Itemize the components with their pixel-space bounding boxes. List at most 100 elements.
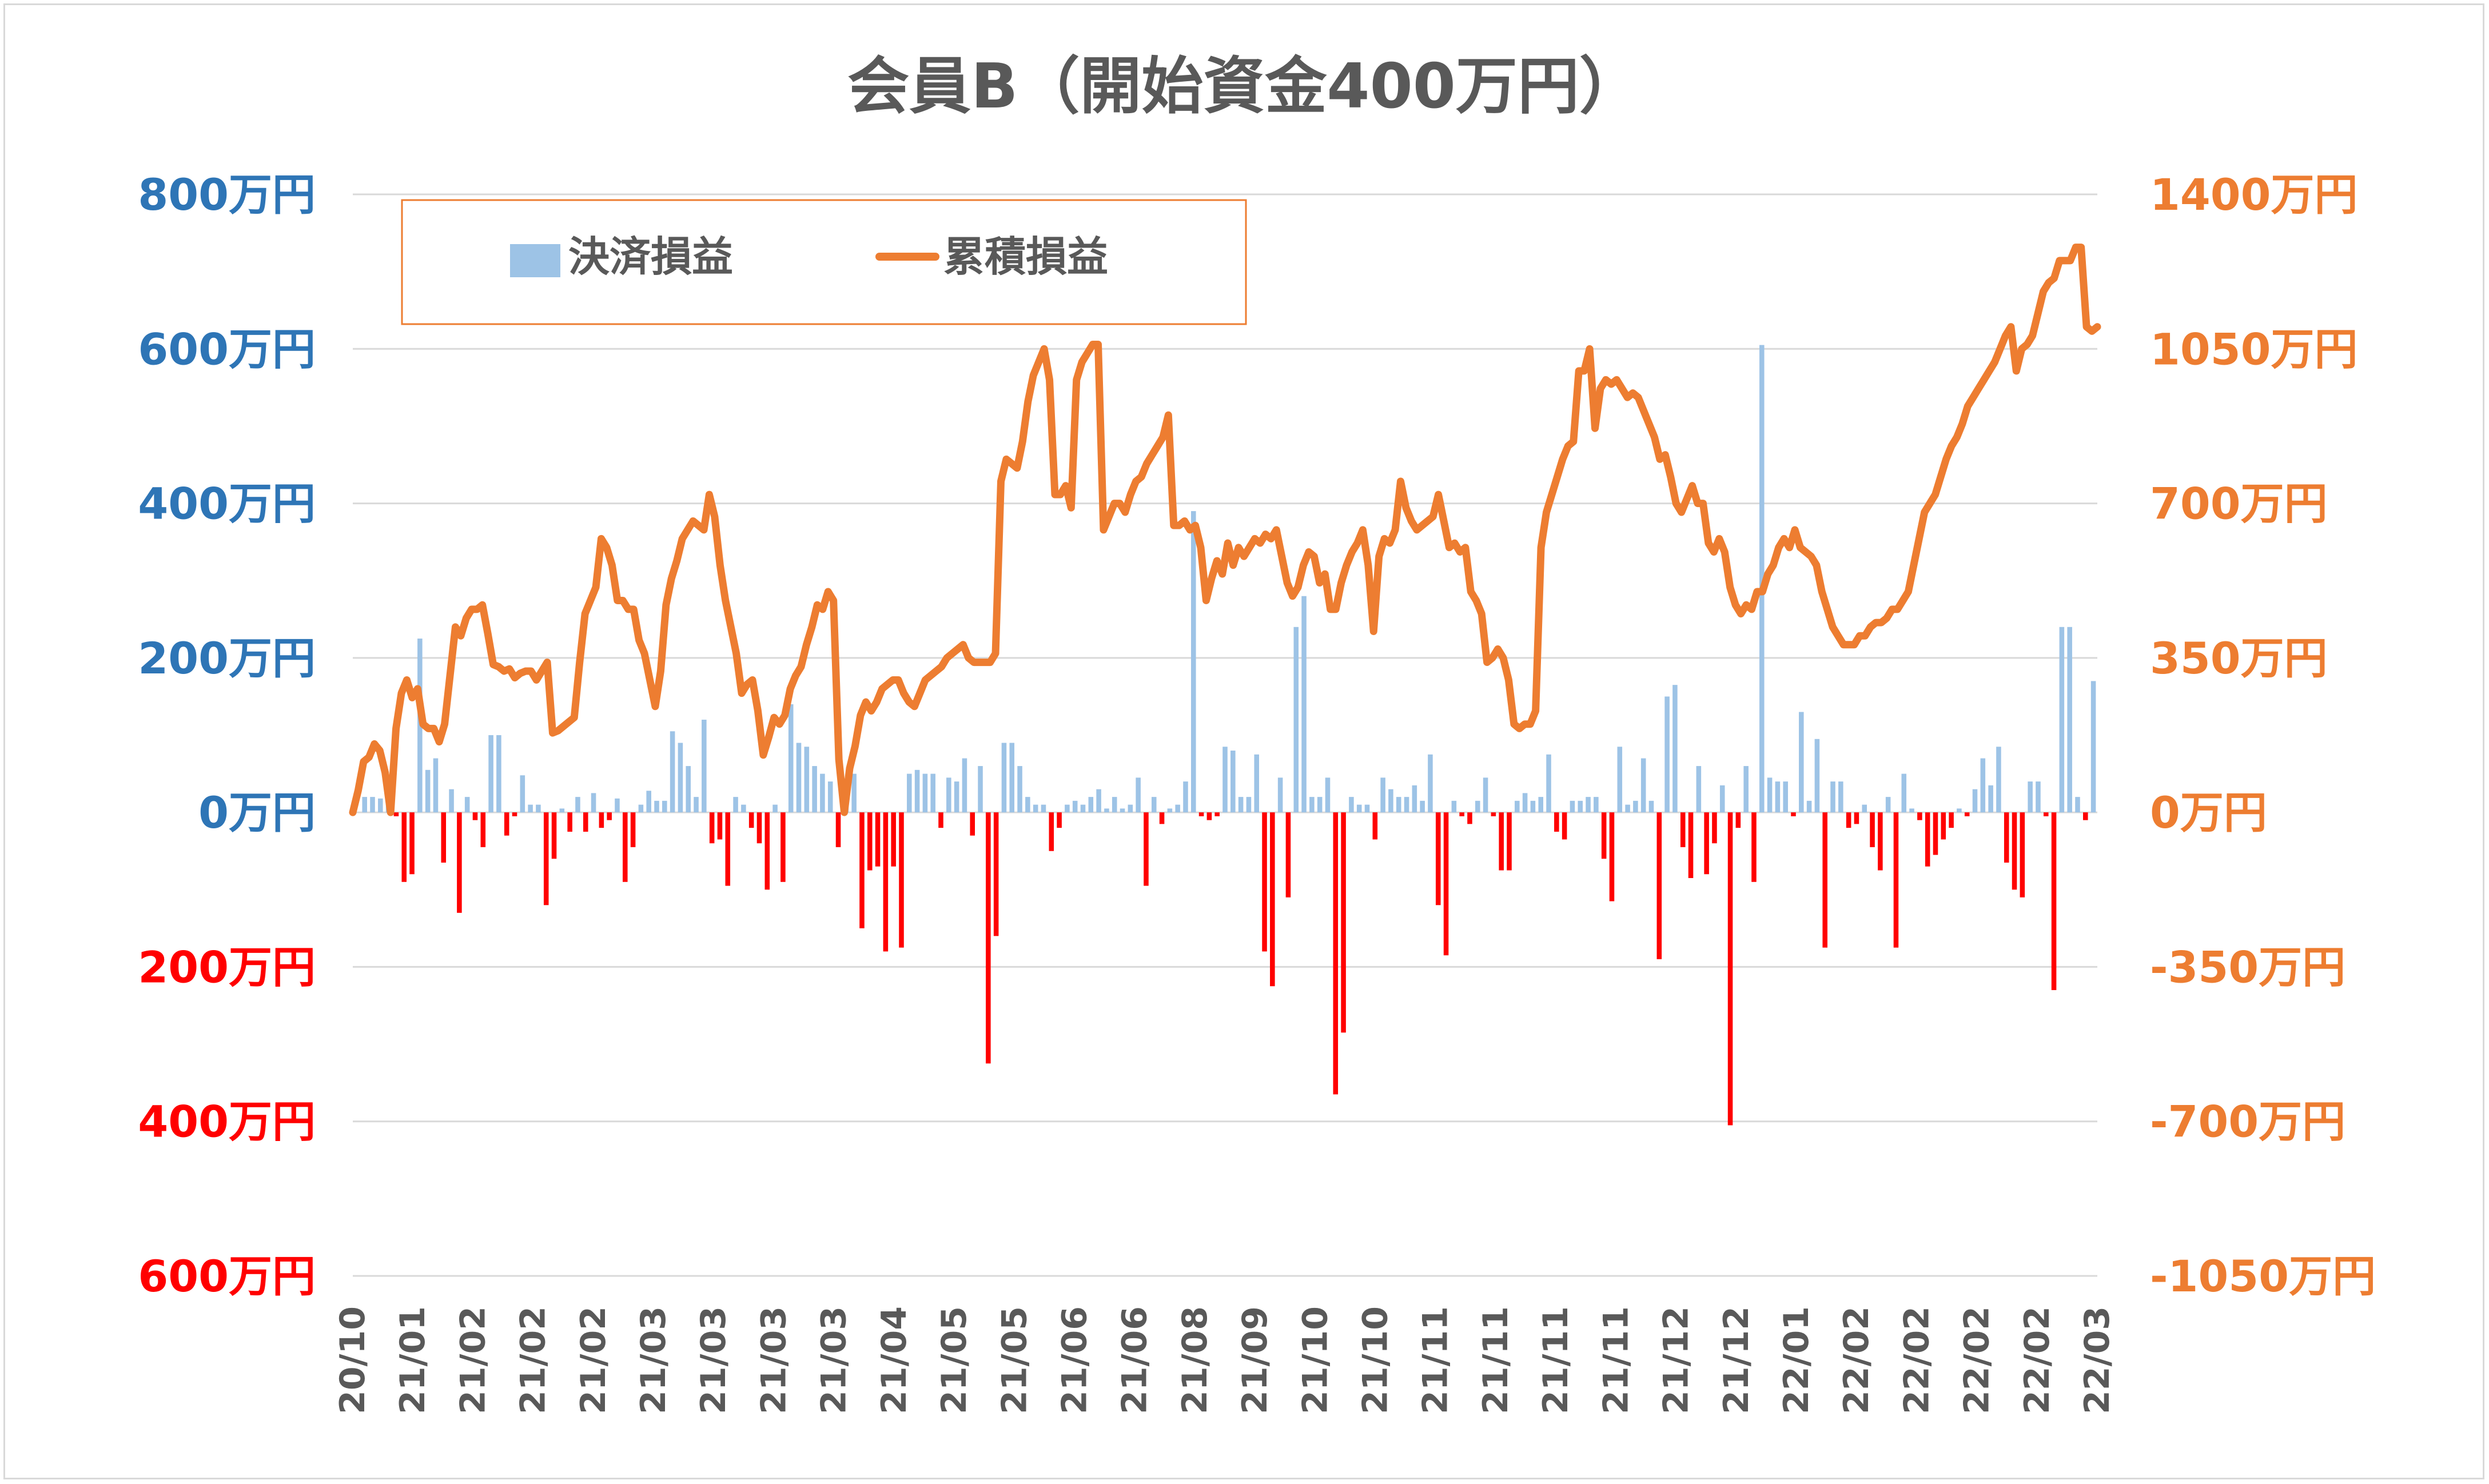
legend-line-label: 累積損益	[943, 233, 1108, 281]
bar	[930, 773, 935, 813]
right-axis-tick-label: -1050万円	[2150, 1251, 2376, 1302]
bar	[1057, 812, 1062, 828]
bar	[630, 812, 636, 847]
bar	[1901, 773, 1907, 813]
bar	[1570, 800, 1575, 813]
bar	[1664, 696, 1670, 813]
bar	[362, 797, 367, 813]
x-axis-tick-label: 21/05	[994, 1306, 1034, 1414]
bar	[1096, 789, 1101, 813]
bar	[1349, 797, 1354, 813]
bar	[1372, 812, 1378, 840]
bar	[1412, 785, 1417, 813]
bar	[1072, 800, 1078, 813]
bar	[1949, 812, 1954, 828]
bar	[1230, 751, 1236, 813]
line-series	[349, 244, 2101, 816]
bar	[678, 743, 683, 813]
bar	[1806, 800, 1812, 813]
bar	[1088, 797, 1094, 813]
bar	[1041, 804, 1046, 813]
bar	[1475, 800, 1480, 813]
bar	[962, 758, 967, 813]
bar	[702, 719, 707, 813]
bar	[1862, 804, 1867, 813]
bar	[1499, 812, 1504, 871]
x-axis-tick-label: 21/06	[1055, 1306, 1095, 1414]
bar	[1640, 758, 1646, 813]
bar	[536, 804, 541, 813]
bar	[1017, 766, 1022, 813]
bar	[2012, 812, 2017, 890]
x-axis-tick-label: 21/12	[1717, 1306, 1757, 1414]
bar	[2020, 812, 2025, 897]
bar	[907, 773, 912, 813]
bar	[1601, 812, 1607, 859]
bar	[449, 789, 454, 813]
bar	[512, 812, 517, 816]
bar	[1356, 804, 1362, 813]
bar	[401, 812, 407, 882]
bar	[1254, 754, 1259, 813]
bar	[867, 812, 873, 871]
bar	[1483, 777, 1488, 813]
left-axis-tick-label: 400万円	[138, 478, 316, 529]
bar	[1183, 781, 1188, 813]
right-axis-tick-label: 1050万円	[2150, 324, 2358, 374]
bar	[1941, 812, 1946, 840]
x-axis-tick-label: 21/03	[634, 1306, 674, 1414]
x-axis-tick-label: 21/06	[1115, 1306, 1155, 1414]
bar	[946, 777, 951, 813]
bar	[1301, 596, 1307, 813]
bar	[504, 812, 509, 836]
bar	[1562, 812, 1567, 840]
bar	[812, 766, 817, 813]
bar	[1854, 812, 1859, 824]
left-axis-tick-label: 200万円	[138, 942, 316, 992]
bar	[1594, 797, 1599, 813]
bar	[1428, 754, 1433, 813]
bar	[1159, 812, 1165, 824]
bar	[1743, 766, 1749, 813]
bar	[709, 812, 715, 844]
bar	[741, 804, 746, 813]
right-axis-tick-label: 0万円	[2150, 787, 2267, 838]
bar	[954, 781, 959, 813]
right-axis-tick-label: 700万円	[2150, 478, 2328, 529]
bar	[1325, 777, 1331, 813]
x-axis-tick-label: 21/02	[513, 1306, 553, 1414]
bar	[804, 747, 810, 813]
bar	[694, 797, 699, 813]
bar	[1546, 754, 1551, 813]
bar	[1822, 812, 1827, 948]
bar	[820, 773, 825, 813]
x-axis-tick-label: 21/02	[453, 1306, 493, 1414]
bar-series	[362, 345, 2096, 1126]
bar	[859, 812, 865, 928]
bar	[788, 704, 794, 813]
legend-bar-swatch	[510, 244, 560, 277]
bar	[1870, 812, 1875, 847]
bar	[1270, 812, 1275, 987]
x-axis-tick-label: 21/08	[1175, 1306, 1215, 1414]
bar	[1451, 800, 1457, 813]
x-axis-tick-label: 21/03	[754, 1306, 794, 1414]
bar	[1515, 800, 1520, 813]
bar	[686, 766, 691, 813]
bar	[670, 731, 675, 813]
bar	[756, 812, 762, 844]
bar	[1198, 812, 1204, 816]
x-axis-tick-label: 21/01	[393, 1306, 433, 1414]
bar	[1277, 777, 1283, 813]
bar	[654, 800, 659, 813]
bar	[1001, 743, 1007, 813]
bar	[725, 812, 731, 886]
bar	[1648, 800, 1654, 813]
bar	[1246, 797, 1252, 813]
bar	[938, 812, 943, 828]
legend-bar-label: 決済損益	[568, 233, 733, 281]
x-axis-tick-label: 22/02	[1957, 1306, 1997, 1414]
x-axis-tick-label: 21/11	[1416, 1306, 1456, 1414]
left-axis-tick-label: 0万円	[198, 787, 316, 838]
x-axis-tick-label: 22/02	[1837, 1306, 1877, 1414]
